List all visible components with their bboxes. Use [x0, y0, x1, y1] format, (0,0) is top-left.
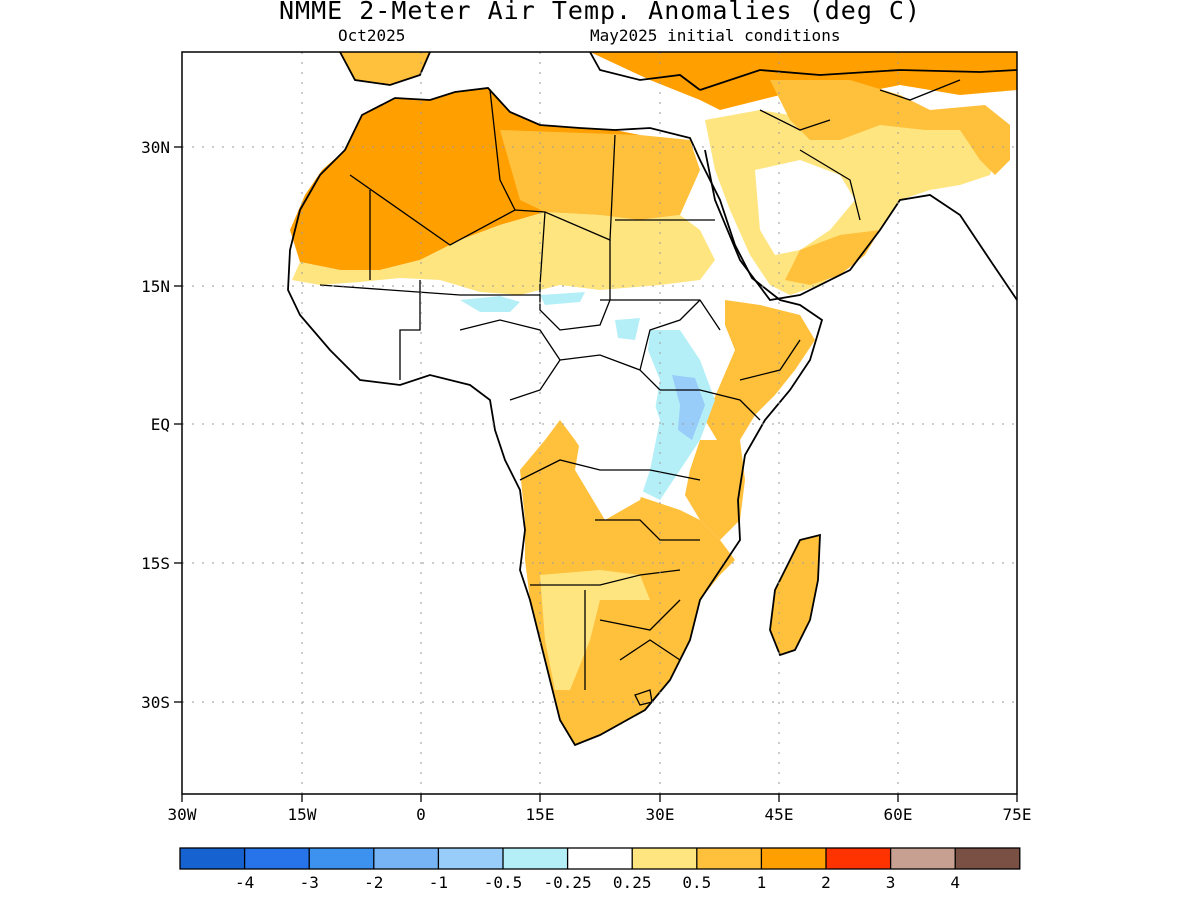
- x-tick-label: 75E: [1003, 805, 1032, 824]
- colorbar-label: -1: [429, 873, 448, 892]
- colorbar-swatch: [632, 848, 697, 869]
- x-tick-label: 45E: [765, 805, 794, 824]
- colorbar-swatch: [438, 848, 503, 869]
- anomaly-europe-orange: [340, 52, 430, 85]
- colorbar-label: -0.25: [544, 873, 592, 892]
- colorbar-label: 3: [886, 873, 896, 892]
- anomaly-ethiopia-orange: [705, 300, 815, 445]
- country-borders: [319, 79, 961, 706]
- x-tick-label: 30E: [646, 805, 675, 824]
- x-tick-label: 60E: [884, 805, 913, 824]
- anomaly-kenya-orange: [685, 440, 745, 540]
- anomaly-yemen-orange: [785, 230, 880, 285]
- y-tick-label: 30S: [141, 693, 170, 712]
- y-tick-label: 15N: [141, 277, 170, 296]
- colorbar-swatch: [955, 848, 1020, 869]
- map-title: NMME 2-Meter Air Temp. Anomalies (deg C): [278, 0, 922, 25]
- colorbar-label: -3: [300, 873, 319, 892]
- colorbar-swatch: [890, 848, 956, 869]
- colorbar-swatch: [373, 848, 439, 869]
- colorbar-swatch: [244, 848, 310, 869]
- anomaly-congo-white: [565, 385, 660, 520]
- colorbar-label: 0.25: [613, 873, 652, 892]
- map-frame: [181, 51, 1018, 795]
- colorbar-label: 0.5: [682, 873, 711, 892]
- anomaly-eastafrica-blue: [640, 330, 715, 500]
- colorbar-swatch: [503, 848, 568, 869]
- anomaly-sahel-blue-2: [540, 292, 585, 305]
- initial-conditions-label: May2025 initial conditions: [590, 26, 841, 45]
- anomaly-north-light: [500, 130, 700, 220]
- forecast-month: Oct2025: [338, 26, 406, 45]
- anomaly-arabia-white: [755, 160, 855, 255]
- x-tick-label: 15W: [288, 805, 317, 824]
- colorbar-swatch: [567, 848, 633, 869]
- colorbar-swatch: [180, 848, 245, 869]
- anomaly-sahel-yellow: [292, 212, 715, 295]
- x-axis-labels: 30W 15W 0 15E 30E 45E 60E 75E: [168, 805, 1032, 824]
- colorbar-label: -0.5: [484, 873, 523, 892]
- colorbar-label: 1: [757, 873, 767, 892]
- colorbar-swatch: [761, 848, 826, 869]
- grid-lines: [182, 52, 1017, 794]
- y-axis-labels: 30N 15N EQ 15S 30S: [141, 138, 170, 712]
- anomaly-sahel-blue-3: [615, 318, 640, 340]
- colorbar-label: -4: [235, 873, 254, 892]
- shaded-anomaly-layer: [288, 52, 1017, 745]
- colorbar-label: 4: [950, 873, 960, 892]
- y-tick-label: 15S: [141, 554, 170, 573]
- anomaly-madagascar-orange: [770, 535, 820, 655]
- x-tick-label: 15E: [526, 805, 555, 824]
- y-tick-label: EQ: [151, 415, 170, 434]
- colorbar: -4 -3 -2 -1 -0.5 -0.25 0.25 0.5 1 2 3 4: [179, 847, 1021, 892]
- x-tick-label: 0: [416, 805, 426, 824]
- colorbar-label: 2: [821, 873, 831, 892]
- coastlines: [287, 52, 1017, 747]
- colorbar-swatch: [696, 848, 762, 869]
- anomaly-arabia-orange: [770, 80, 1010, 175]
- colorbar-swatch: [309, 848, 374, 869]
- axis-ticks: [174, 146, 1018, 802]
- anomaly-sahel-blue-1: [460, 296, 520, 312]
- anomaly-south-yellow: [540, 570, 650, 690]
- x-tick-label: 30W: [168, 805, 197, 824]
- y-tick-label: 30N: [141, 138, 170, 157]
- colorbar-swatch: [826, 848, 891, 869]
- colorbar-label: -2: [364, 873, 383, 892]
- anomaly-victoria-blue: [672, 375, 705, 440]
